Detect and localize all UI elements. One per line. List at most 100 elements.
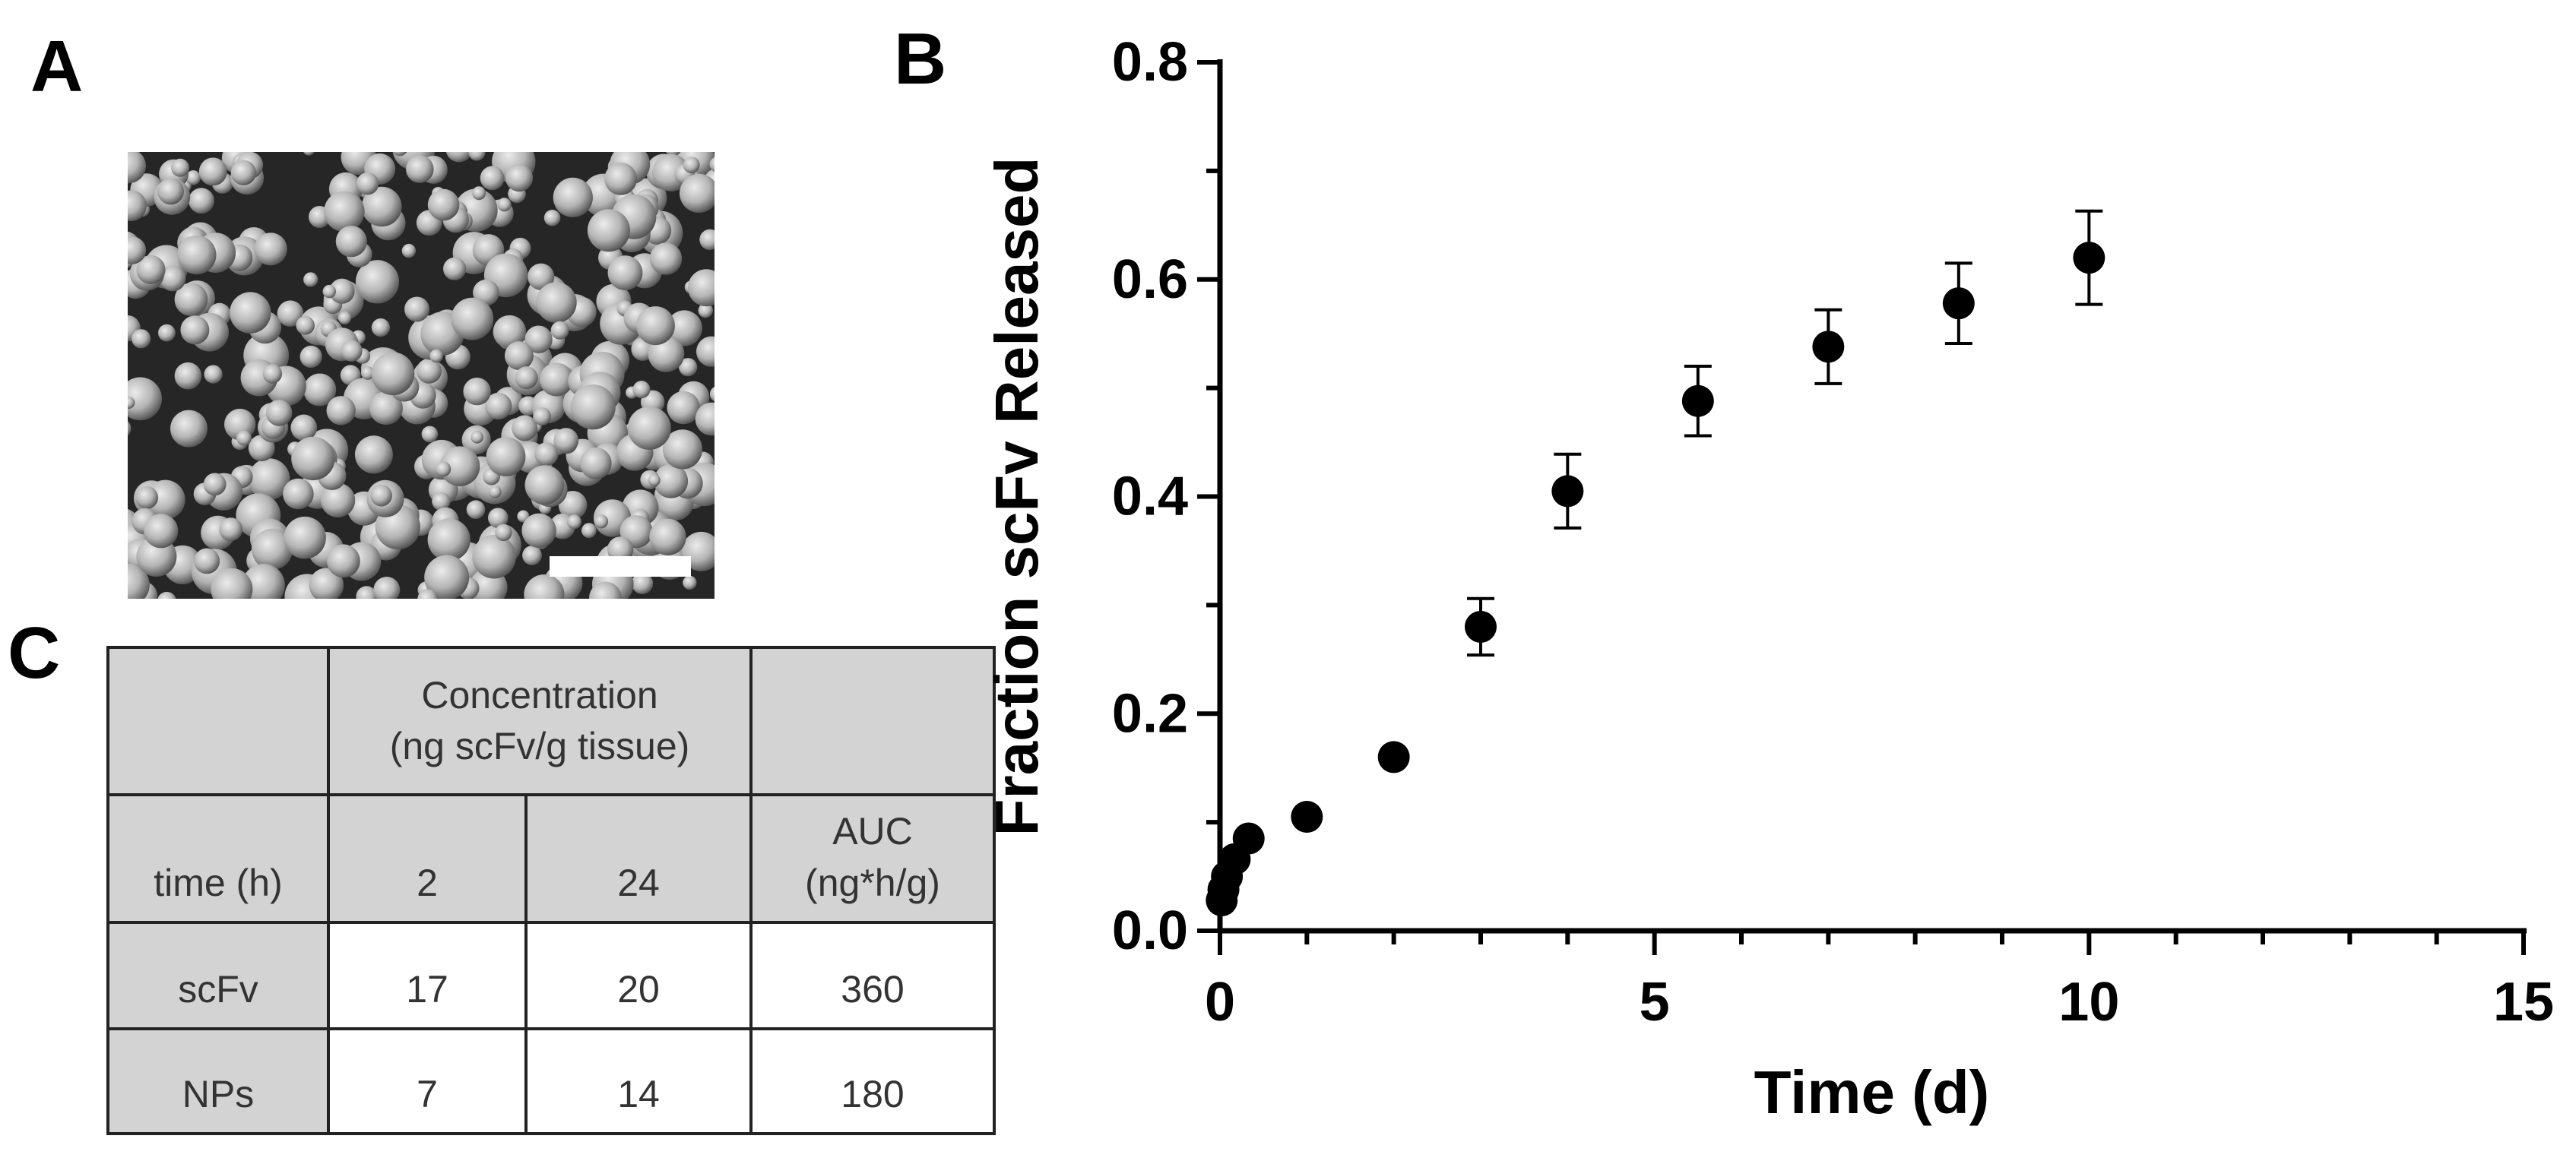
nanoparticle (299, 345, 322, 369)
nanoparticle (356, 172, 379, 195)
nanoparticle (632, 572, 654, 595)
nanoparticle (230, 160, 256, 185)
x-tick-label: 5 (1640, 972, 1670, 1033)
nanoparticle (567, 514, 581, 530)
data-point (1465, 610, 1497, 643)
nanoparticle (558, 491, 588, 520)
nanoparticle (486, 437, 526, 476)
time-24h-header: 24 (524, 793, 753, 924)
nanoparticle (171, 158, 190, 177)
nanoparticle (128, 190, 147, 222)
nanoparticle (277, 300, 304, 327)
data-point (2073, 242, 2105, 274)
nanoparticle (185, 170, 201, 185)
nanoparticle (158, 324, 176, 342)
nanoparticle (369, 391, 403, 425)
nanoparticle (303, 272, 318, 287)
nanoparticle (404, 296, 429, 322)
y-tick-label: 0.4 (1112, 467, 1188, 527)
nanoparticle (662, 429, 703, 470)
nanoparticle (427, 188, 460, 221)
nanoparticle (667, 391, 700, 425)
nanoparticle (370, 484, 392, 507)
nanoparticle (521, 513, 556, 548)
nanoparticle (128, 397, 135, 409)
nanoparticle (296, 315, 315, 335)
concentration-header: Concentration (ng scFv/g tissue) (327, 646, 753, 796)
nanoparticle (248, 458, 290, 500)
concentration-header-line1: Concentration (421, 673, 658, 717)
scale-bar (550, 556, 691, 577)
nanoparticle (354, 435, 393, 474)
nanoparticle (472, 534, 516, 579)
nanoparticle (550, 321, 569, 340)
nanoparticle (355, 260, 400, 304)
y-tick-label: 0.8 (1112, 32, 1188, 93)
nanoparticle (654, 463, 689, 498)
nanoparticle (371, 318, 390, 337)
nanoparticle (211, 568, 253, 599)
nanoparticle (679, 358, 698, 377)
row-label: scFv (106, 921, 330, 1030)
nanoparticle (236, 430, 252, 446)
nanoparticle (445, 152, 473, 163)
nanoparticle (648, 474, 661, 486)
nanoparticle (135, 486, 159, 509)
nanoparticle (128, 236, 147, 264)
cell-value: 360 (749, 921, 996, 1030)
nanoparticle (489, 486, 502, 498)
data-point (1377, 741, 1410, 773)
table-row: scFv 17 20 360 (106, 921, 996, 1030)
sem-micrograph (128, 152, 714, 599)
nanoparticle (439, 446, 480, 486)
x-tick-label: 0 (1205, 972, 1235, 1033)
nanoparticle (497, 198, 512, 212)
nanoparticle (515, 366, 538, 390)
nanoparticle (401, 243, 417, 258)
nanoparticle (512, 415, 538, 441)
data-point (1232, 822, 1265, 855)
nanoparticle (699, 229, 714, 251)
data-point (1551, 475, 1584, 508)
nanoparticle (553, 428, 579, 453)
y-tick-label: 0.6 (1112, 249, 1188, 310)
nanoparticle (534, 442, 559, 467)
nanoparticle (128, 152, 146, 184)
cell-value: 17 (327, 921, 528, 1030)
panel-label-b: B (894, 18, 946, 100)
nanoparticle (174, 283, 208, 316)
nanoparticle (406, 155, 434, 183)
nanoparticle (335, 226, 367, 258)
nanoparticle (432, 492, 451, 511)
nanoparticle (543, 210, 561, 226)
nanoparticle (303, 373, 337, 407)
nanoparticle (303, 152, 315, 156)
x-axis-label: Time (d) (1754, 1058, 1990, 1126)
panel-label-c: C (8, 612, 61, 694)
nanoparticle (540, 362, 574, 397)
x-tick-label: 10 (2058, 972, 2119, 1033)
concentration-header-line2: (ng scFv/g tissue) (389, 725, 690, 767)
nanoparticle (283, 478, 314, 510)
nanoparticle (128, 563, 150, 599)
row-label: NPs (106, 1027, 330, 1135)
nanoparticle (421, 425, 439, 443)
nanoparticle (157, 591, 176, 599)
y-tick-label: 0.0 (1112, 900, 1188, 961)
nanoparticle (424, 555, 470, 599)
y-tick-label: 0.2 (1112, 683, 1188, 744)
nanoparticle (687, 269, 714, 307)
nanoparticle (392, 152, 407, 157)
nanoparticle (522, 546, 542, 565)
nanoparticle (524, 325, 553, 353)
nanoparticle (290, 414, 318, 441)
nanoparticle (504, 341, 534, 371)
nanoparticle (427, 518, 471, 562)
nanoparticle (321, 482, 356, 517)
nanoparticle (533, 407, 551, 425)
nanoparticle (157, 178, 184, 205)
nanoparticle (198, 157, 227, 186)
data-point (1812, 331, 1845, 363)
x-tick-label: 15 (2493, 972, 2554, 1033)
nanoparticle (709, 387, 714, 402)
